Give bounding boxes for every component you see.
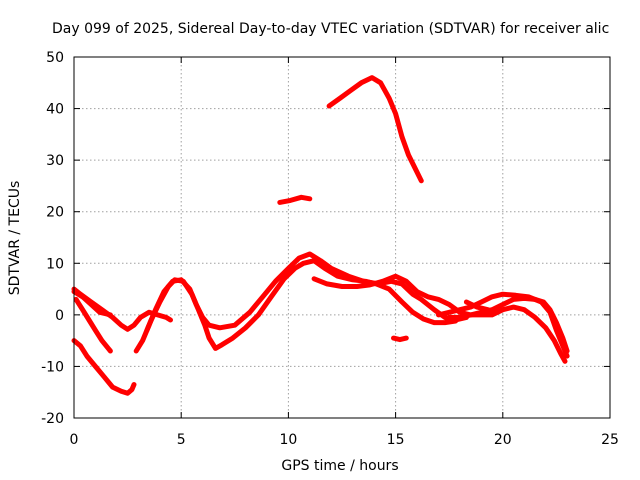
x-tick-label: 10 [279,432,297,448]
series-line-track-l [326,75,424,184]
series-line-track-i [446,295,570,354]
series-line-track-d [71,338,137,396]
y-tick-labels: -20 -10 0 10 20 30 40 50 [41,50,64,427]
x-tick-label: 5 [177,432,186,448]
chart-title: Day 099 of 2025, Sidereal Day-to-day VTE… [52,21,609,37]
y-tick-label: 30 [46,153,64,169]
x-tick-labels: 0 5 10 15 20 25 [70,432,619,448]
y-tick-label: 20 [46,205,64,221]
y-tick-label: 40 [46,102,64,118]
y-tick-label: -20 [41,411,64,427]
x-tick-label: 0 [70,432,79,448]
x-tick-label: 15 [387,432,405,448]
y-tick-label: 0 [55,308,64,324]
y-axis-label: SDTVAR / TECUs [7,181,23,296]
y-tick-label: -10 [41,359,64,375]
series-group [71,75,570,396]
y-tick-label: 50 [46,50,64,66]
series-line-track-g [311,273,568,364]
series-line-track-b [71,289,113,318]
series-line-track-c [73,296,113,354]
axis-ticks [73,56,611,419]
grid [74,57,610,418]
series-line-track-k [277,194,313,205]
series-line-track-m [391,335,409,343]
y-tick-label: 10 [46,256,64,272]
x-axis-label: GPS time / hours [281,458,398,474]
series-line-track-f [144,251,469,333]
x-tick-label: 25 [601,432,619,448]
x-tick-label: 20 [494,432,512,448]
series-line-track-j [463,299,497,315]
plot-frame [73,56,611,419]
series-line-track-h [436,291,570,359]
